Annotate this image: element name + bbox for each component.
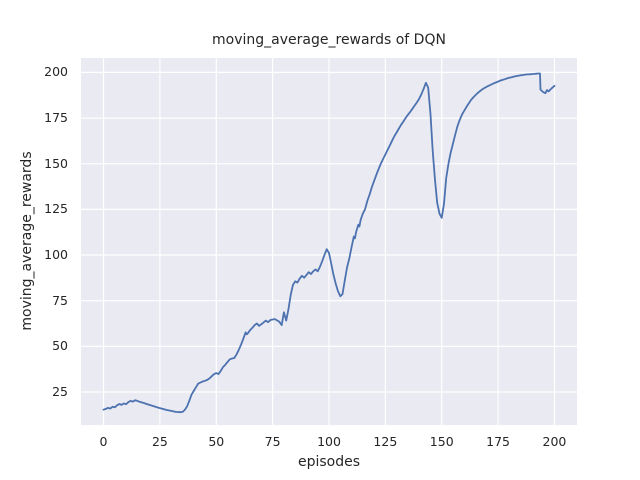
y-tick-label: 100 bbox=[44, 247, 68, 262]
x-tick-label: 50 bbox=[208, 434, 225, 449]
plot-area bbox=[81, 58, 577, 425]
x-tick-label: 75 bbox=[264, 434, 281, 449]
x-axis-label: episodes bbox=[297, 454, 361, 470]
line-chart-svg bbox=[81, 58, 577, 425]
x-tick-label: 200 bbox=[542, 434, 567, 449]
x-tick-label: 25 bbox=[151, 434, 168, 449]
y-tick-label: 25 bbox=[52, 383, 68, 399]
x-tick-label: 0 bbox=[99, 434, 108, 449]
x-tick-label: 100 bbox=[317, 434, 341, 449]
x-tick-label: 175 bbox=[486, 434, 511, 449]
y-tick-label: 75 bbox=[52, 292, 68, 308]
y-tick-label: 125 bbox=[44, 201, 68, 217]
reward-line bbox=[102, 72, 556, 414]
y-tick-label: 50 bbox=[52, 338, 68, 354]
y-tick-label: 200 bbox=[44, 64, 68, 80]
x-tick-label: 125 bbox=[373, 434, 398, 449]
y-tick-label: 175 bbox=[44, 110, 68, 126]
chart-title: moving_average_rewards of DQN bbox=[212, 32, 446, 48]
y-tick-label: 150 bbox=[44, 155, 68, 171]
x-tick-label: 150 bbox=[429, 434, 454, 449]
